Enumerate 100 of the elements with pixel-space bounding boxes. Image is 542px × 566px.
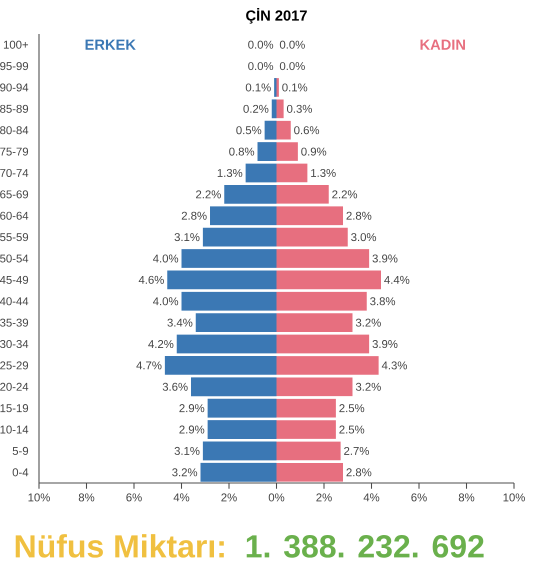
data-label: 3.2% — [172, 468, 198, 476]
text: ERKEK — [86, 40, 136, 50]
bar — [276, 270, 382, 290]
data-label: 1.3% — [218, 168, 242, 177]
y-tick-label: 0-4 — [12, 468, 28, 476]
data-label: 3.9% — [372, 340, 398, 348]
data-label: 4.4% — [384, 276, 410, 284]
data-label: 3.4% — [167, 318, 192, 327]
bar — [276, 142, 298, 161]
data-label: 0.0% — [280, 62, 305, 70]
data-label: 2.5% — [339, 404, 364, 412]
y-tick-label: 55-59 — [0, 233, 28, 242]
data-label: 0.3% — [287, 104, 312, 113]
y-tick-label: 100+ — [4, 40, 28, 49]
data-label: 0.6% — [294, 126, 320, 134]
y-tick-label: 40-44 — [0, 297, 28, 306]
data-label: 4.7% — [136, 361, 162, 370]
y-tick-label: 45-49 — [0, 276, 28, 284]
data-label: 4.0% — [152, 297, 178, 306]
y-tick-label: 85-89 — [0, 104, 28, 113]
y-tick-label: 95-99 — [0, 62, 28, 70]
bar — [276, 334, 370, 354]
bar — [276, 185, 329, 204]
bar — [182, 249, 277, 268]
bar — [191, 377, 277, 396]
bar — [182, 292, 277, 311]
data-label: 3.0% — [351, 233, 376, 242]
bar — [276, 99, 284, 118]
data-label: 0.5% — [236, 126, 262, 134]
data-label: 3.2% — [356, 318, 381, 327]
y-tick-label: 25-29 — [0, 361, 28, 370]
data-label: 2.8% — [346, 212, 372, 220]
y-tick-label: 5-9 — [12, 446, 28, 455]
bar — [264, 120, 277, 140]
bar — [276, 206, 344, 226]
x-tick-label: 6% — [411, 493, 427, 502]
y-tick-label: 90-94 — [0, 83, 28, 92]
bar — [164, 356, 277, 375]
bar — [276, 420, 336, 439]
y-tick-label: 20-24 — [0, 382, 28, 391]
bar — [276, 462, 344, 482]
data-label: 3.8% — [370, 297, 396, 306]
data-label: 2.8% — [346, 468, 372, 476]
data-label: 2.9% — [179, 426, 204, 434]
data-label: 0.0% — [280, 40, 305, 49]
y-tick-label: 80-84 — [0, 126, 28, 134]
bar — [276, 228, 348, 246]
bar — [208, 420, 277, 439]
bar — [276, 356, 379, 375]
bar — [210, 206, 277, 226]
x-tick-label: 4% — [174, 493, 190, 502]
bar — [176, 334, 277, 354]
data-label: 0.1% — [282, 83, 308, 92]
y-tick-label: 50-54 — [0, 254, 28, 262]
data-label: 4.0% — [152, 254, 178, 262]
data-label: 0.8% — [229, 148, 254, 156]
data-label: 0.2% — [243, 104, 268, 113]
bar — [258, 142, 277, 161]
data-label: 2.8% — [182, 212, 207, 220]
y-tick-label: 10-14 — [0, 426, 28, 434]
bar — [202, 442, 277, 460]
y-tick-label: 75-79 — [0, 148, 28, 156]
data-label: 2.7% — [344, 446, 369, 455]
bar — [272, 99, 277, 118]
data-label: 0.0% — [248, 40, 274, 49]
data-label: 2.2% — [196, 190, 221, 198]
text: 1. 388. 232. 692 — [246, 535, 484, 558]
bar — [246, 164, 277, 182]
bar — [276, 164, 308, 182]
text: KADIN — [420, 40, 465, 50]
data-label: 0.0% — [248, 62, 274, 70]
data-label: 3.1% — [174, 446, 200, 455]
y-tick-label: 15-19 — [0, 404, 28, 412]
bar — [276, 398, 336, 418]
data-label: 3.2% — [356, 382, 381, 391]
y-tick-label: 70-74 — [0, 168, 28, 177]
x-tick-label: 10% — [504, 493, 525, 502]
bar — [276, 249, 370, 268]
y-tick-label: 35-39 — [0, 318, 28, 327]
bar — [167, 270, 277, 290]
bar — [224, 184, 277, 204]
x-tick-label: 8% — [458, 493, 474, 502]
data-label: 1.3% — [311, 168, 336, 177]
x-tick-label: 10% — [28, 493, 50, 502]
bar — [276, 120, 291, 140]
x-tick-label: 0% — [268, 493, 284, 502]
x-tick-label: 6% — [126, 493, 142, 502]
data-label: 2.2% — [332, 190, 358, 198]
data-label: 4.6% — [138, 276, 164, 284]
data-label: 3.9% — [372, 254, 398, 262]
data-label: 2.5% — [339, 426, 364, 434]
bar — [276, 292, 367, 311]
bar — [200, 462, 277, 482]
bar — [208, 398, 277, 418]
data-label: 3.6% — [162, 382, 188, 391]
x-tick-label: 4% — [364, 493, 380, 502]
chart-title: ÇİN 2017 — [246, 8, 307, 24]
data-label: 0.9% — [301, 148, 326, 156]
bar — [276, 313, 353, 332]
x-tick-label: 8% — [78, 493, 94, 502]
